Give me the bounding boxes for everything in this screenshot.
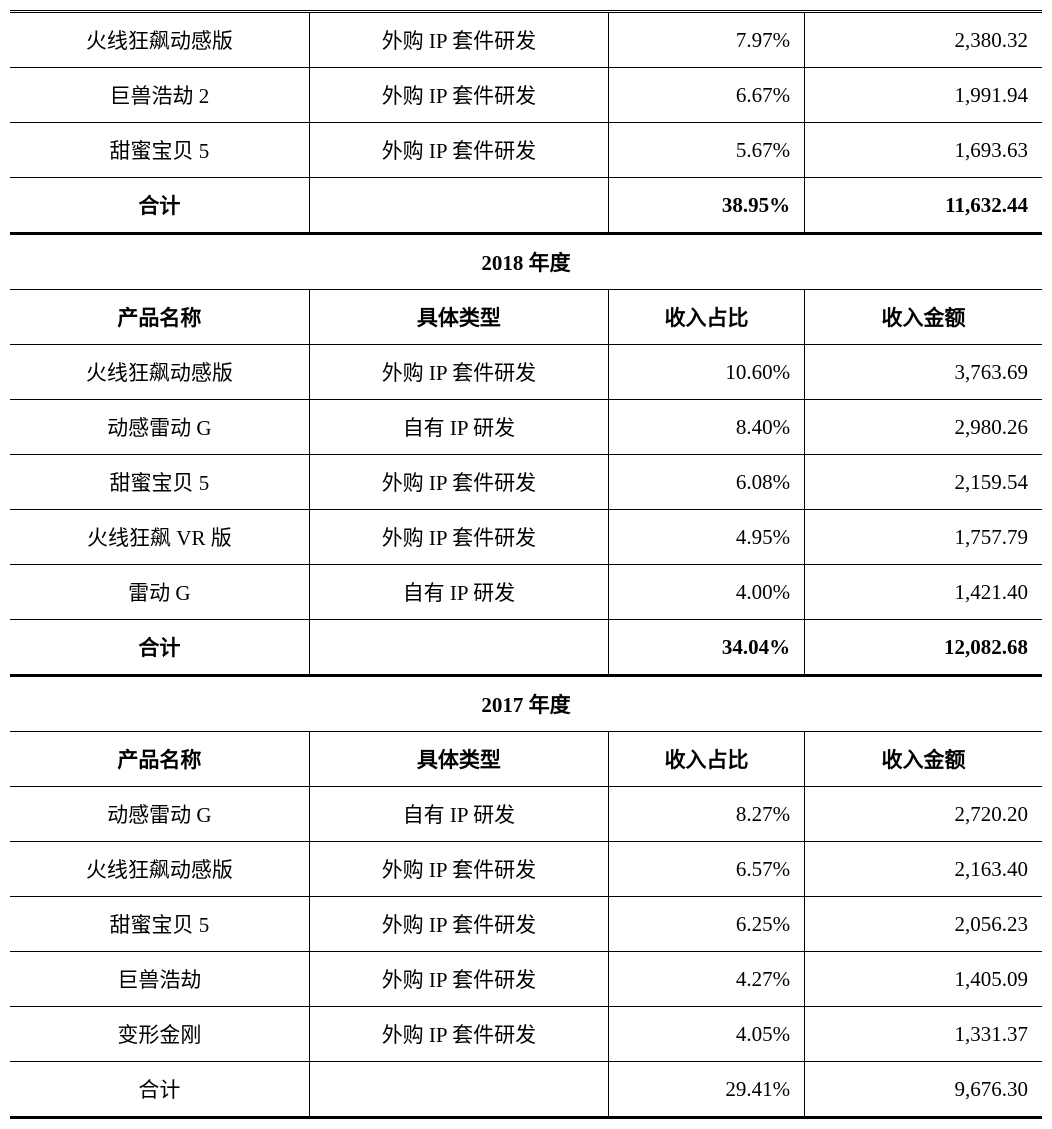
table-row: 巨兽浩劫 2外购 IP 套件研发6.67%1,991.94 (10, 68, 1042, 123)
revenue-pct-cell: 4.27% (609, 952, 805, 1007)
product-name-cell: 火线狂飙 VR 版 (10, 510, 309, 565)
total-empty-cell (309, 620, 608, 676)
revenue-pct-cell: 6.08% (609, 455, 805, 510)
revenue-amt-cell: 2,056.23 (805, 897, 1042, 952)
total-label-cell: 合计 (10, 178, 309, 234)
table-row: 火线狂飙动感版外购 IP 套件研发7.97%2,380.32 (10, 12, 1042, 68)
product-type-cell: 外购 IP 套件研发 (309, 455, 608, 510)
revenue-pct-cell: 6.25% (609, 897, 805, 952)
column-header-row: 产品名称具体类型收入占比收入金额 (10, 732, 1042, 787)
revenue-amt-cell: 1,693.63 (805, 123, 1042, 178)
total-label-cell: 合计 (10, 620, 309, 676)
table-row: 火线狂飙 VR 版外购 IP 套件研发4.95%1,757.79 (10, 510, 1042, 565)
product-type-cell: 自有 IP 研发 (309, 565, 608, 620)
col-header-amt: 收入金额 (805, 732, 1042, 787)
year-label: 2017 年度 (10, 676, 1042, 732)
product-name-cell: 雷动 G (10, 565, 309, 620)
product-type-cell: 外购 IP 套件研发 (309, 897, 608, 952)
revenue-amt-cell: 1,757.79 (805, 510, 1042, 565)
product-type-cell: 外购 IP 套件研发 (309, 123, 608, 178)
table-row: 火线狂飙动感版外购 IP 套件研发6.57%2,163.40 (10, 842, 1042, 897)
table-row: 火线狂飙动感版外购 IP 套件研发10.60%3,763.69 (10, 345, 1042, 400)
revenue-pct-cell: 10.60% (609, 345, 805, 400)
col-header-type: 具体类型 (309, 732, 608, 787)
column-header-row: 产品名称具体类型收入占比收入金额 (10, 290, 1042, 345)
product-name-cell: 甜蜜宝贝 5 (10, 455, 309, 510)
total-amt-cell: 12,082.68 (805, 620, 1042, 676)
total-pct-cell: 34.04% (609, 620, 805, 676)
financial-table: 火线狂飙动感版外购 IP 套件研发7.97%2,380.32巨兽浩劫 2外购 I… (10, 10, 1042, 1119)
revenue-amt-cell: 2,980.26 (805, 400, 1042, 455)
table-row: 动感雷动 G自有 IP 研发8.27%2,720.20 (10, 787, 1042, 842)
product-name-cell: 火线狂飙动感版 (10, 345, 309, 400)
product-name-cell: 动感雷动 G (10, 787, 309, 842)
revenue-amt-cell: 2,380.32 (805, 12, 1042, 68)
col-header-pct: 收入占比 (609, 290, 805, 345)
revenue-amt-cell: 3,763.69 (805, 345, 1042, 400)
product-type-cell: 外购 IP 套件研发 (309, 68, 608, 123)
product-type-cell: 自有 IP 研发 (309, 400, 608, 455)
product-name-cell: 火线狂飙动感版 (10, 12, 309, 68)
product-name-cell: 巨兽浩劫 2 (10, 68, 309, 123)
table-row: 甜蜜宝贝 5外购 IP 套件研发6.25%2,056.23 (10, 897, 1042, 952)
revenue-amt-cell: 1,405.09 (805, 952, 1042, 1007)
product-type-cell: 外购 IP 套件研发 (309, 1007, 608, 1062)
product-type-cell: 自有 IP 研发 (309, 787, 608, 842)
product-name-cell: 变形金刚 (10, 1007, 309, 1062)
product-name-cell: 动感雷动 G (10, 400, 309, 455)
year-header-row: 2018 年度 (10, 234, 1042, 290)
product-type-cell: 外购 IP 套件研发 (309, 12, 608, 68)
revenue-pct-cell: 4.05% (609, 1007, 805, 1062)
total-empty-cell (309, 178, 608, 234)
total-amt-cell: 11,632.44 (805, 178, 1042, 234)
table-row: 雷动 G自有 IP 研发4.00%1,421.40 (10, 565, 1042, 620)
table-row: 动感雷动 G自有 IP 研发8.40%2,980.26 (10, 400, 1042, 455)
col-header-pct: 收入占比 (609, 732, 805, 787)
revenue-amt-cell: 1,421.40 (805, 565, 1042, 620)
revenue-amt-cell: 2,720.20 (805, 787, 1042, 842)
col-header-amt: 收入金额 (805, 290, 1042, 345)
total-label-cell: 合计 (10, 1062, 309, 1118)
revenue-amt-cell: 1,331.37 (805, 1007, 1042, 1062)
table-row: 甜蜜宝贝 5外购 IP 套件研发6.08%2,159.54 (10, 455, 1042, 510)
total-row: 合计 34.04%12,082.68 (10, 620, 1042, 676)
product-type-cell: 外购 IP 套件研发 (309, 510, 608, 565)
revenue-pct-cell: 7.97% (609, 12, 805, 68)
product-name-cell: 甜蜜宝贝 5 (10, 123, 309, 178)
revenue-pct-cell: 4.00% (609, 565, 805, 620)
total-pct-cell: 38.95% (609, 178, 805, 234)
revenue-pct-cell: 5.67% (609, 123, 805, 178)
revenue-amt-cell: 1,991.94 (805, 68, 1042, 123)
total-pct-cell: 29.41% (609, 1062, 805, 1118)
product-name-cell: 甜蜜宝贝 5 (10, 897, 309, 952)
table-row: 巨兽浩劫外购 IP 套件研发4.27%1,405.09 (10, 952, 1042, 1007)
total-row: 合计 38.95%11,632.44 (10, 178, 1042, 234)
total-empty-cell (309, 1062, 608, 1118)
product-type-cell: 外购 IP 套件研发 (309, 345, 608, 400)
col-header-name: 产品名称 (10, 732, 309, 787)
revenue-amt-cell: 2,159.54 (805, 455, 1042, 510)
col-header-type: 具体类型 (309, 290, 608, 345)
product-name-cell: 火线狂飙动感版 (10, 842, 309, 897)
revenue-pct-cell: 8.27% (609, 787, 805, 842)
year-label: 2018 年度 (10, 234, 1042, 290)
table-row: 变形金刚外购 IP 套件研发4.05%1,331.37 (10, 1007, 1042, 1062)
total-row: 合计 29.41%9,676.30 (10, 1062, 1042, 1118)
year-header-row: 2017 年度 (10, 676, 1042, 732)
table-row: 甜蜜宝贝 5外购 IP 套件研发5.67%1,693.63 (10, 123, 1042, 178)
revenue-pct-cell: 4.95% (609, 510, 805, 565)
revenue-pct-cell: 6.67% (609, 68, 805, 123)
total-amt-cell: 9,676.30 (805, 1062, 1042, 1118)
product-name-cell: 巨兽浩劫 (10, 952, 309, 1007)
product-type-cell: 外购 IP 套件研发 (309, 842, 608, 897)
revenue-pct-cell: 8.40% (609, 400, 805, 455)
col-header-name: 产品名称 (10, 290, 309, 345)
revenue-amt-cell: 2,163.40 (805, 842, 1042, 897)
revenue-pct-cell: 6.57% (609, 842, 805, 897)
product-type-cell: 外购 IP 套件研发 (309, 952, 608, 1007)
